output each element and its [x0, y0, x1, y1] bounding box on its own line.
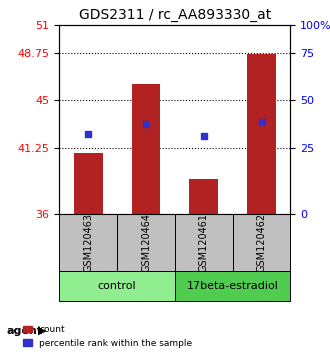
Text: control: control [98, 281, 137, 291]
Text: agent: agent [7, 326, 43, 336]
Text: GSM120463: GSM120463 [83, 213, 93, 272]
Bar [189, 179, 218, 214]
Text: GSM120464: GSM120464 [141, 213, 151, 272]
FancyBboxPatch shape [233, 214, 290, 271]
Text: GSM120461: GSM120461 [199, 213, 209, 272]
Text: GSM120462: GSM120462 [256, 213, 267, 272]
FancyBboxPatch shape [117, 214, 175, 271]
Text: 17beta-estradiol: 17beta-estradiol [187, 281, 279, 291]
FancyBboxPatch shape [175, 214, 233, 271]
Bar [74, 153, 103, 214]
Text: ▶: ▶ [38, 326, 47, 336]
Legend: count, percentile rank within the sample: count, percentile rank within the sample [21, 323, 194, 349]
FancyBboxPatch shape [59, 214, 117, 271]
FancyBboxPatch shape [175, 271, 290, 301]
Bar [247, 54, 276, 214]
Bar [132, 84, 160, 214]
Title: GDS2311 / rc_AA893330_at: GDS2311 / rc_AA893330_at [79, 8, 271, 22]
FancyBboxPatch shape [59, 271, 175, 301]
